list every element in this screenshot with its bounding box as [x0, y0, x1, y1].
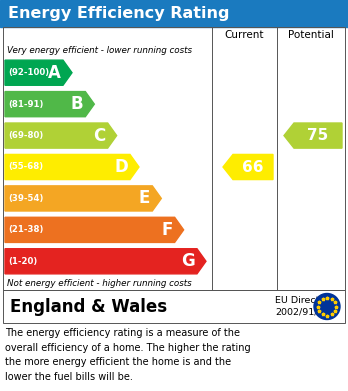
Polygon shape [223, 154, 273, 179]
Text: (92-100): (92-100) [8, 68, 49, 77]
Text: (69-80): (69-80) [8, 131, 43, 140]
Text: D: D [114, 158, 128, 176]
Circle shape [314, 294, 340, 319]
Text: (1-20): (1-20) [8, 257, 37, 266]
Text: 75: 75 [307, 128, 329, 143]
Text: B: B [71, 95, 83, 113]
Text: A: A [48, 64, 61, 82]
Polygon shape [5, 60, 72, 85]
Text: England & Wales: England & Wales [10, 298, 167, 316]
Polygon shape [284, 123, 342, 148]
Polygon shape [5, 186, 161, 211]
Text: C: C [93, 127, 106, 145]
Text: Current: Current [225, 30, 264, 41]
Bar [0, 0, 348, 27]
Text: E: E [139, 189, 150, 208]
Text: (81-91): (81-91) [8, 100, 44, 109]
Bar [3, 290, 345, 323]
Text: Energy Efficiency Rating: Energy Efficiency Rating [8, 6, 229, 21]
Polygon shape [5, 123, 117, 148]
Text: The energy efficiency rating is a measure of the
overall efficiency of a home. T: The energy efficiency rating is a measur… [5, 328, 251, 382]
Bar [3, 27, 345, 290]
Text: EU Directive
2002/91/EC: EU Directive 2002/91/EC [275, 296, 333, 317]
Text: F: F [161, 221, 173, 239]
Text: Not energy efficient - higher running costs: Not energy efficient - higher running co… [7, 279, 192, 288]
Text: Potential: Potential [288, 30, 334, 41]
Polygon shape [5, 91, 94, 117]
Text: 66: 66 [242, 160, 264, 174]
Polygon shape [5, 154, 139, 179]
Text: (55-68): (55-68) [8, 163, 43, 172]
Text: Very energy efficient - lower running costs: Very energy efficient - lower running co… [7, 46, 192, 55]
Text: G: G [181, 252, 195, 270]
Polygon shape [5, 249, 206, 274]
Text: (21-38): (21-38) [8, 225, 44, 234]
Text: (39-54): (39-54) [8, 194, 44, 203]
Polygon shape [5, 217, 184, 242]
